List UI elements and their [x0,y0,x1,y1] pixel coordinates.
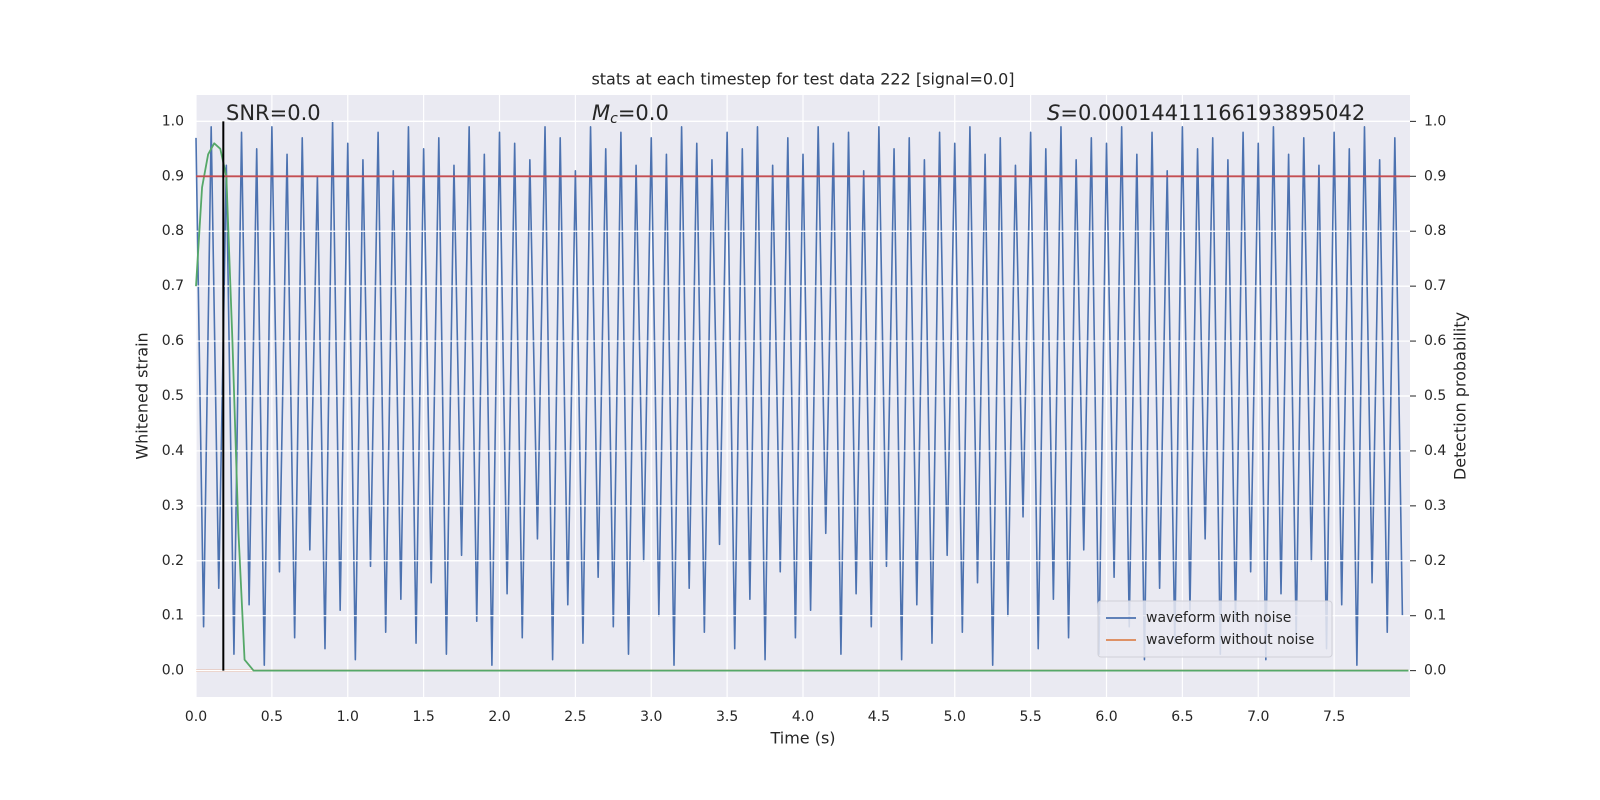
legend: waveform with noise waveform without nois… [1097,600,1333,658]
x-tick-label: 2.0 [488,709,510,725]
y2-tick-label: 0.4 [1424,443,1446,459]
y-tick-label: 1.0 [162,113,184,129]
y-tick-label: 0.8 [162,223,184,239]
y2-tick-label: 0.0 [1424,663,1446,679]
x-tick-label: 5.0 [944,709,966,725]
y2-tick-label: 0.6 [1424,333,1446,349]
x-tick-label: 5.5 [1019,709,1041,725]
x-tick-label: 7.5 [1323,709,1345,725]
mc-annotation: Mc=0.0 [592,101,669,127]
x-tick-label: 2.5 [564,709,586,725]
y-tick-label: 0.3 [162,498,184,514]
y2-tick-label: 0.7 [1424,278,1446,294]
x-tick-label: 4.0 [792,709,814,725]
legend-box [1097,600,1333,658]
x-tick-label: 7.0 [1247,709,1269,725]
x-axis-label: Time (s) [769,729,835,748]
x-tick-label: 1.0 [337,709,359,725]
x-tick-label: 0.5 [261,709,283,725]
x-tick-label: 6.5 [1171,709,1193,725]
x-tick-label: 6.0 [1095,709,1117,725]
s-value: =0.00014411166193895042 [1060,101,1365,125]
y2-tick-label: 1.0 [1424,113,1446,129]
x-tick-label: 3.0 [640,709,662,725]
y-tick-label: 0.2 [162,553,184,569]
x-tick-label: 0.0 [185,709,207,725]
y-tick-label: 0.6 [162,333,184,349]
y2-axis-label: Detection probability [1451,312,1470,480]
s-symbol: S [1047,101,1060,125]
x-tick-label: 3.5 [716,709,738,725]
mc-symbol: M [592,101,610,125]
y-tick-label: 0.5 [162,388,184,404]
y-tick-label: 0.1 [162,608,184,624]
y2-tick-label: 0.5 [1424,388,1446,404]
legend-label: waveform without noise [1146,632,1314,648]
y2-tick-label: 0.1 [1424,608,1446,624]
y-tick-label: 0.7 [162,278,184,294]
y-axis-label: Whitened strain [133,332,152,459]
top-layer [195,121,1410,672]
y-tick-label: 0.0 [162,663,184,679]
x-tick-label: 4.5 [868,709,890,725]
chart-title: stats at each timestep for test data 222… [591,70,1014,89]
x-tick-label: 1.5 [412,709,434,725]
mc-subscript: c [610,111,618,127]
y2-tick-label: 0.8 [1424,223,1446,239]
y2-tick-label: 0.9 [1424,168,1446,184]
legend-label: waveform with noise [1146,610,1291,626]
mc-value: =0.0 [618,101,669,125]
y-tick-label: 0.9 [162,168,184,184]
y2-tick-label: 0.3 [1424,498,1446,514]
y-tick-label: 0.4 [162,443,184,459]
s-annotation: S=0.00014411166193895042 [1047,101,1365,125]
y2-tick-label: 0.2 [1424,553,1446,569]
snr-annotation: SNR=0.0 [226,101,321,125]
